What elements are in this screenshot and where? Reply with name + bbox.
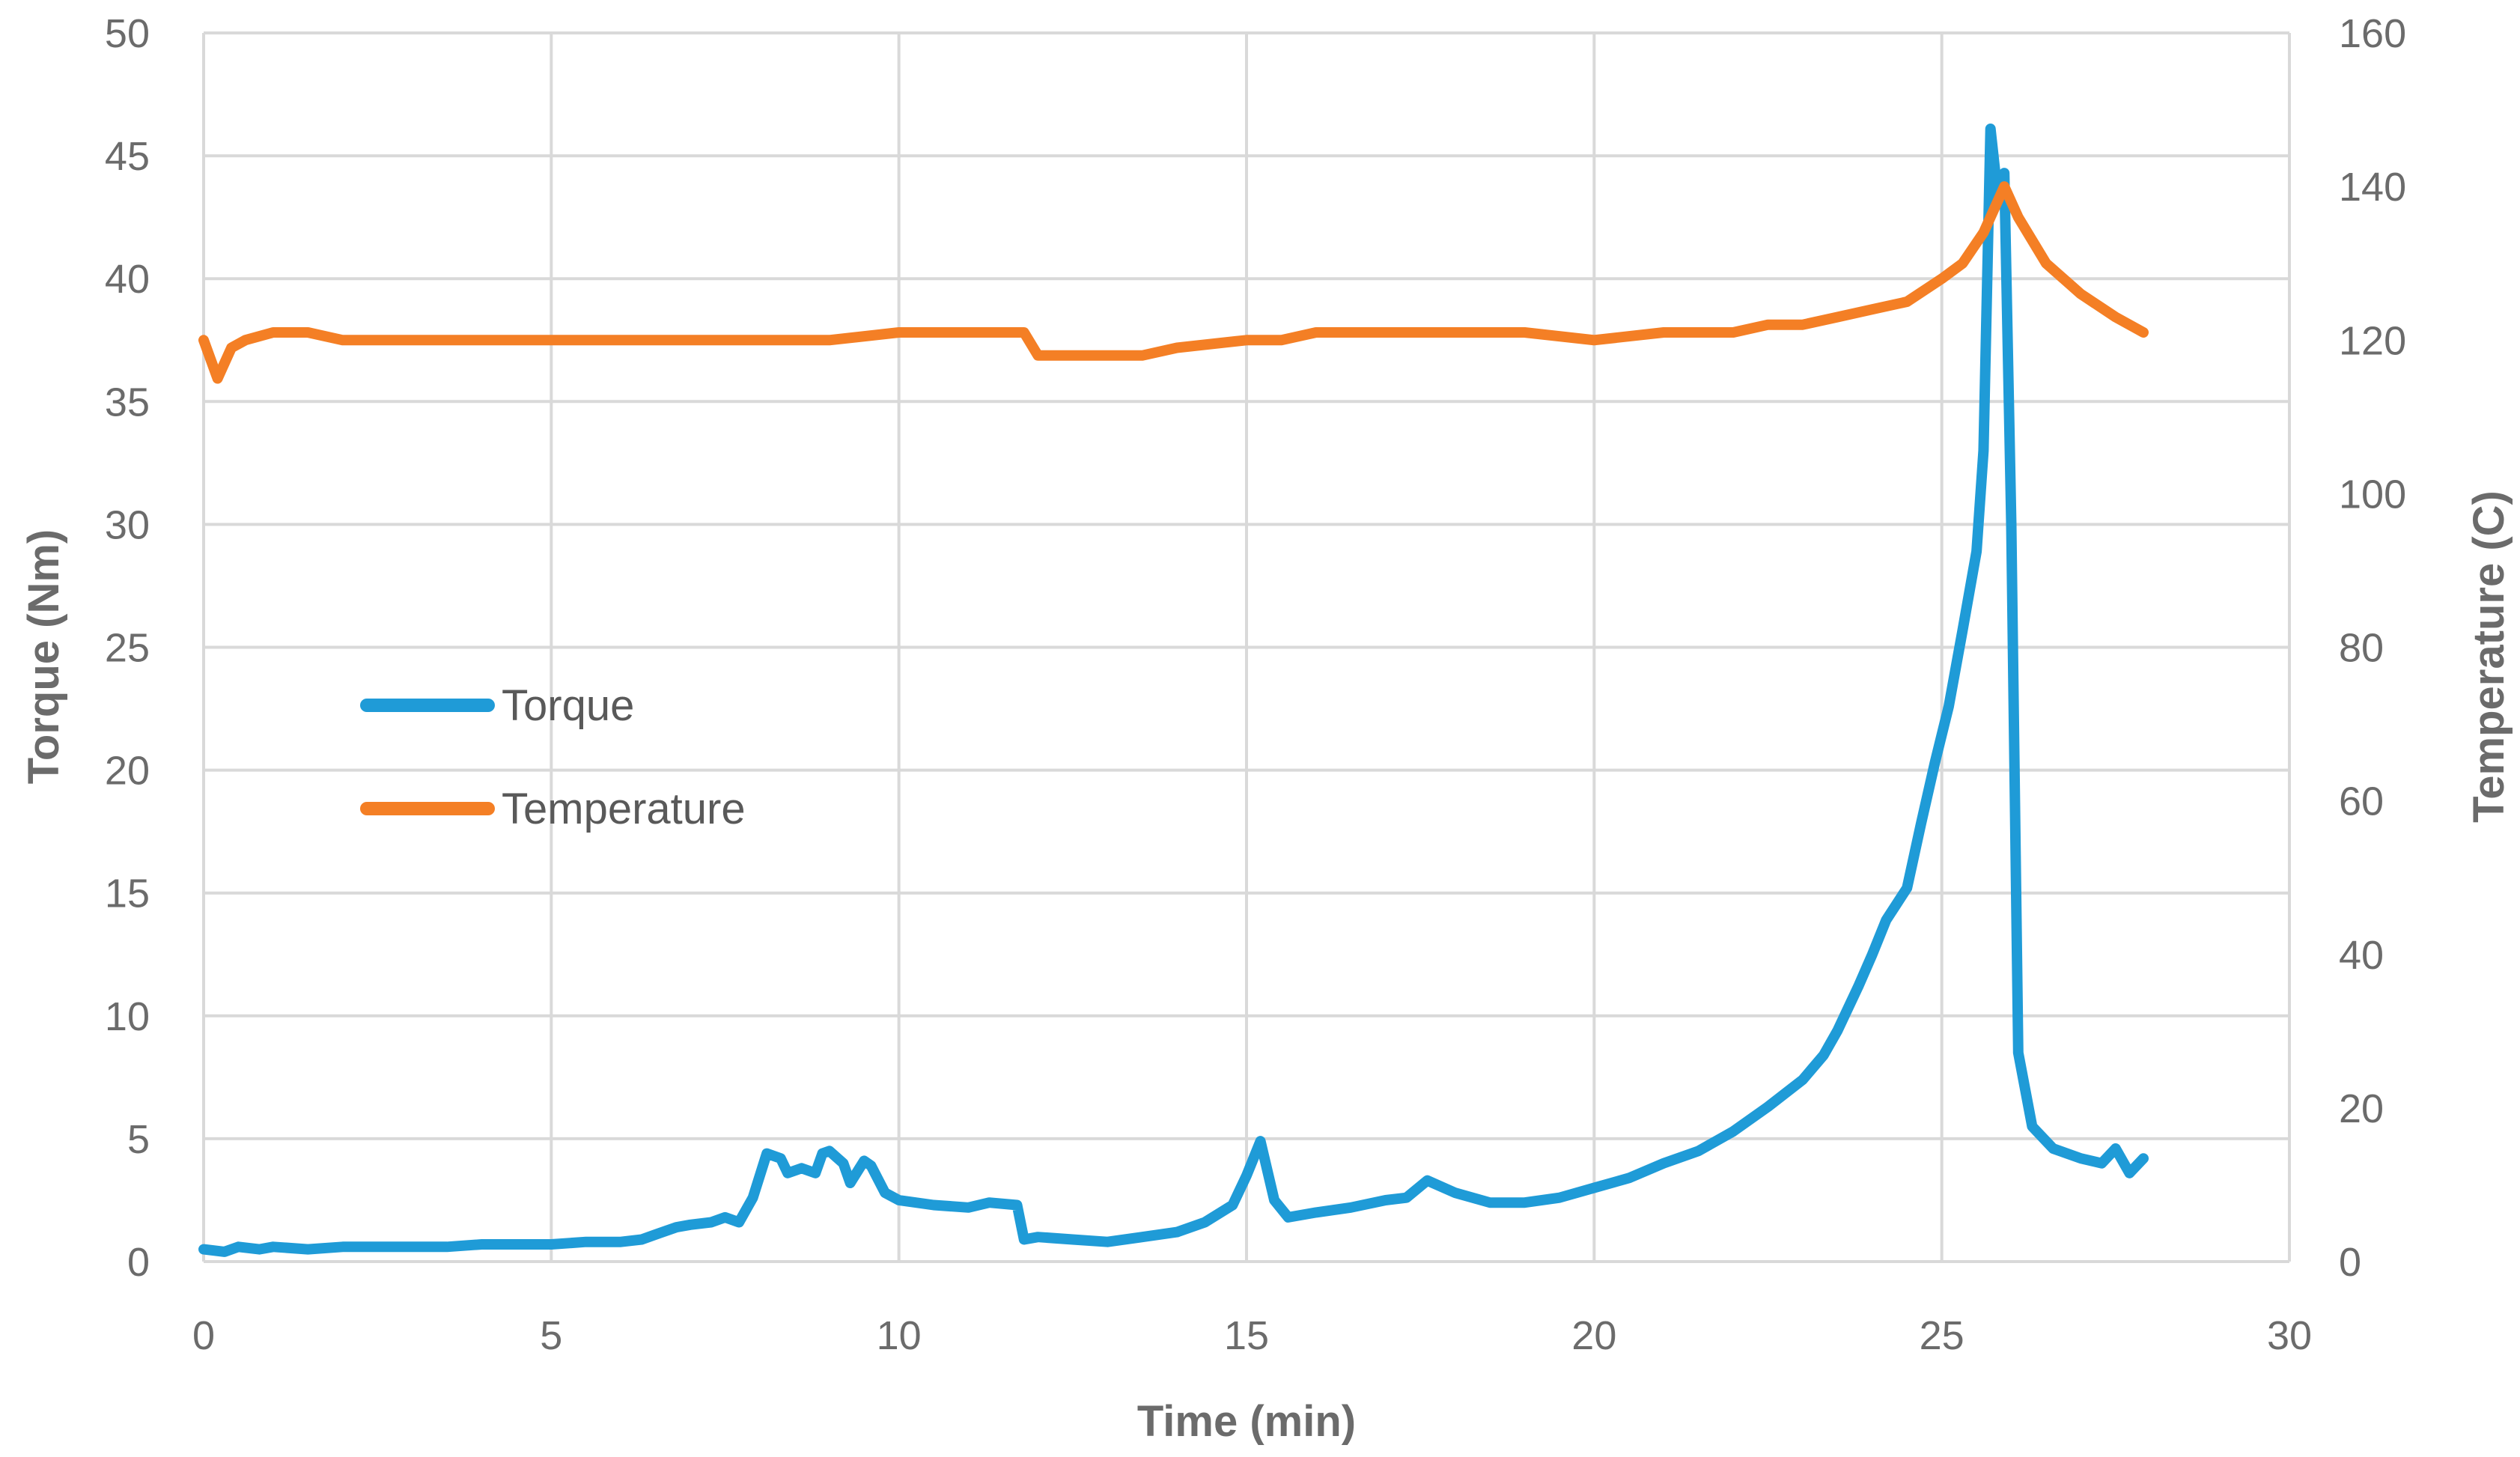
y2-tick-label: 80 [2339, 626, 2384, 671]
y-tick-label: 40 [105, 257, 150, 302]
x-tick-label: 20 [1571, 1313, 1616, 1358]
y2-tick-label: 100 [2339, 472, 2406, 517]
y-tick-label: 5 [127, 1117, 150, 1162]
x-tick-label: 5 [540, 1313, 562, 1358]
y2-tick-label: 120 [2339, 318, 2406, 363]
y-tick-label: 15 [105, 872, 150, 916]
y-tick-label: 0 [127, 1240, 150, 1285]
y-tick-label: 25 [105, 626, 150, 671]
y2-axis-title: Temperature (C) [2465, 490, 2513, 823]
y-tick-label: 50 [105, 11, 150, 56]
series-line-temperature [198, 181, 2149, 384]
legend: Torque Temperature [360, 681, 746, 833]
y2-tick-label: 20 [2339, 1086, 2384, 1131]
y-tick-label: 20 [105, 749, 150, 794]
legend-label-temperature: Temperature [502, 785, 746, 833]
y2-tick-label: 40 [2339, 933, 2384, 978]
y-axis-title: Torque (Nm) [19, 529, 68, 784]
gridlines [202, 31, 2291, 1263]
y-tick-label: 30 [105, 502, 150, 547]
y-tick-label: 45 [105, 134, 150, 179]
x-tick-label: 25 [1920, 1313, 1964, 1358]
x-tick-label: 15 [1224, 1313, 1269, 1358]
series [198, 124, 2149, 1257]
y2-tick-label: 160 [2339, 11, 2406, 56]
x-tick-label: 30 [2267, 1313, 2312, 1358]
y2-tick-label: 140 [2339, 165, 2406, 210]
x-axis-title: Time (min) [1137, 1397, 1356, 1446]
legend-label-torque: Torque [502, 681, 634, 730]
y2-tick-label: 60 [2339, 779, 2384, 824]
y-tick-label: 10 [105, 994, 150, 1039]
x-tick-label: 0 [192, 1313, 215, 1358]
y-tick-label: 35 [105, 380, 150, 425]
series-line-torque [198, 124, 2149, 1257]
y2-tick-label: 0 [2339, 1240, 2361, 1285]
x-tick-label: 10 [877, 1313, 922, 1358]
axes: 0 5 10 15 20 25 30 35 40 45 50 0 5 10 15 20 25 30 0 20 40 60 8… [105, 11, 2406, 1358]
